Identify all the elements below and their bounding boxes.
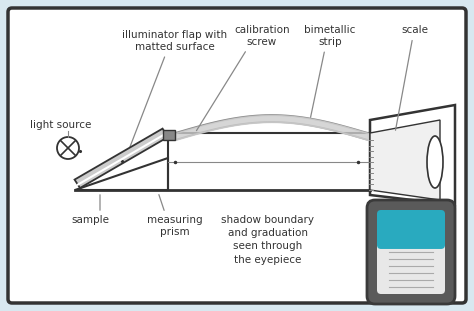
Polygon shape: [370, 105, 455, 205]
Text: illuminator flap with
matted surface: illuminator flap with matted surface: [122, 30, 228, 149]
Circle shape: [57, 137, 79, 159]
Polygon shape: [74, 129, 168, 188]
Text: shadow boundary
and graduation
seen through
the eyepiece: shadow boundary and graduation seen thro…: [221, 215, 315, 265]
Polygon shape: [75, 158, 168, 190]
Text: measuring
prism: measuring prism: [147, 215, 203, 237]
FancyBboxPatch shape: [8, 8, 466, 303]
Text: light source: light source: [30, 120, 91, 130]
Text: calibration
screw: calibration screw: [196, 25, 290, 131]
FancyBboxPatch shape: [377, 210, 445, 249]
Ellipse shape: [427, 136, 443, 188]
Bar: [163, 130, 175, 140]
FancyBboxPatch shape: [377, 241, 445, 294]
Text: sample: sample: [71, 215, 109, 225]
Text: bimetallic
strip: bimetallic strip: [304, 25, 356, 117]
Polygon shape: [370, 120, 440, 200]
FancyBboxPatch shape: [367, 200, 455, 304]
Text: scale: scale: [395, 25, 428, 130]
